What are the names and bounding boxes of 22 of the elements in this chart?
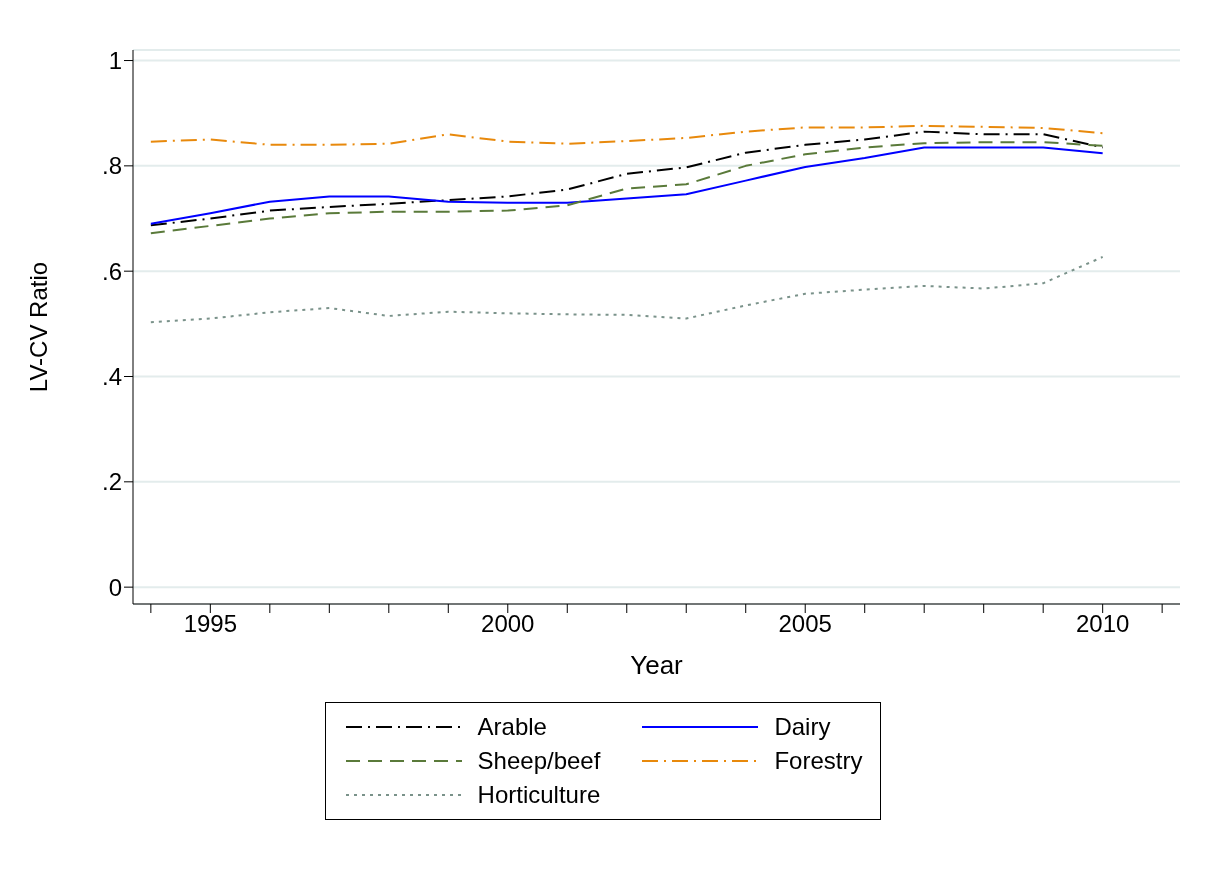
y-tick-label: .4 — [101, 363, 122, 391]
line-series — [149, 141, 1104, 235]
y-tick-label: 1 — [108, 47, 122, 75]
x-tick-label: 2005 — [778, 610, 832, 638]
x-tick-label: 2000 — [481, 610, 535, 638]
y-tick-label: 0 — [108, 573, 122, 601]
line-series — [149, 124, 1104, 146]
line-series — [149, 130, 1104, 227]
line-series — [149, 255, 1104, 324]
legend-label: Forestry — [774, 747, 863, 775]
x-axis-title: Year — [630, 650, 684, 681]
legend-label: Horticulture — [477, 781, 601, 809]
legend-label: Sheep/beef — [477, 747, 601, 775]
x-tick-label: 2010 — [1075, 610, 1130, 638]
legend-label: Dairy — [774, 713, 831, 741]
y-tick-label: .6 — [101, 257, 122, 285]
y-axis-title: LV-CV Ratio — [24, 261, 52, 393]
y-tick-label: .8 — [101, 152, 122, 180]
x-tick-label: 1995 — [183, 610, 238, 638]
y-tick-label: .2 — [101, 468, 122, 496]
legend-label: Arable — [477, 713, 547, 741]
line-series — [149, 146, 1104, 225]
